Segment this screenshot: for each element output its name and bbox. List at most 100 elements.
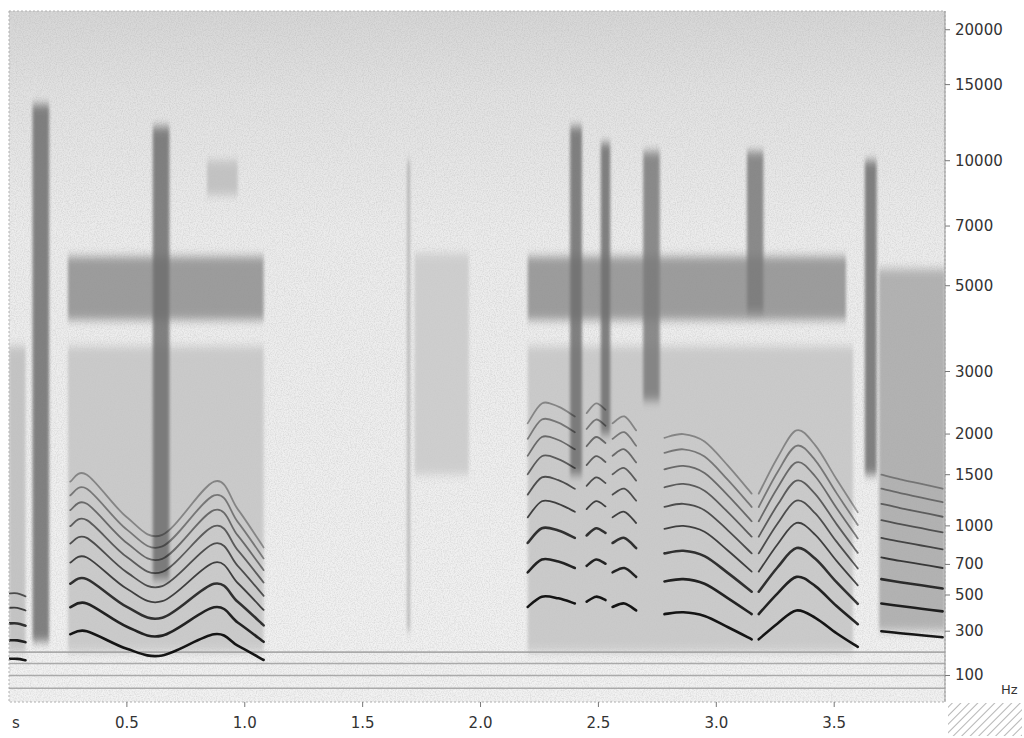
noise-burst: [865, 161, 877, 475]
noise-burst: [747, 152, 764, 312]
harmonic-track: [587, 528, 606, 535]
tone-line: [9, 663, 945, 665]
harmonic-track: [881, 603, 942, 611]
y-tick-label: 700: [955, 555, 984, 573]
harmonic-track: [70, 578, 263, 625]
harmonic-track: [9, 659, 26, 660]
harmonic-track: [613, 468, 637, 481]
harmonic-track: [70, 502, 263, 570]
y-tick: [945, 84, 950, 85]
noise-burst: [153, 127, 170, 579]
y-tick: [945, 631, 950, 632]
x-tick-label: 2.0: [469, 714, 493, 732]
y-tick: [945, 29, 950, 30]
y-tick: [945, 675, 950, 676]
noise-burst: [207, 161, 238, 195]
y-tick-label: 100: [955, 666, 984, 684]
harmonic-track: [613, 538, 637, 548]
x-tick-label: 1.5: [351, 714, 375, 732]
harmonic-track: [587, 403, 606, 413]
harmonic-track: [528, 596, 575, 607]
noise-burst: [601, 143, 610, 434]
y-axis-line: [945, 11, 946, 702]
harmonic-track: [613, 489, 637, 501]
harmonic-track: [759, 610, 858, 647]
tone-line: [9, 651, 945, 653]
y-tick-label: 10000: [955, 152, 1003, 170]
harmonic-track: [70, 473, 263, 547]
y-tick: [945, 564, 950, 565]
y-tick: [945, 226, 950, 227]
harmonic-track: [759, 462, 858, 538]
harmonic-track: [881, 538, 942, 549]
harmonic-track: [70, 519, 263, 583]
harmonic-track: [528, 559, 575, 572]
harmonic-track: [881, 475, 942, 489]
harmonic-track: [587, 419, 606, 428]
x-axis-label: s: [12, 714, 20, 732]
harmonic-track: [587, 597, 606, 602]
harmonic-track: [70, 487, 263, 558]
harmonic-track: [613, 416, 637, 430]
noise-burst: [415, 254, 469, 475]
plot-marks: [9, 105, 945, 689]
y-tick: [945, 285, 950, 286]
harmonic-track: [70, 603, 263, 642]
harmonic-track: [613, 603, 637, 610]
y-tick: [945, 434, 950, 435]
y-tick: [945, 595, 950, 596]
harmonic-track: [587, 477, 606, 485]
page: {"chart_data": { "type": "spectrogram", …: [0, 0, 1024, 738]
y-tick-label: 1500: [955, 466, 993, 484]
noise-burst: [33, 105, 50, 642]
y-tick: [945, 160, 950, 161]
x-tick-label: 3.5: [822, 714, 846, 732]
harmonic-track: [9, 608, 26, 611]
harmonic-track: [528, 455, 575, 474]
harmonic-track: [587, 501, 606, 509]
y-tick-label: 500: [955, 586, 984, 604]
plot-background: [9, 11, 945, 702]
harmonic-track: [587, 456, 606, 465]
harmonic-track: [587, 437, 606, 446]
harmonic-track: [9, 623, 26, 625]
harmonic-track: [613, 449, 637, 462]
harmonic-track: [528, 436, 575, 456]
x-tick-label: 3.0: [704, 714, 728, 732]
harmonic-track: [881, 520, 942, 532]
harmonic-track: [881, 504, 942, 517]
noise-burst: [407, 161, 409, 631]
harmonic-track: [528, 419, 575, 439]
harmonic-track: [664, 466, 751, 521]
harmonic-track: [528, 528, 575, 543]
harmonic-track: [881, 489, 942, 503]
harmonic-track: [881, 631, 942, 637]
harmonic-track: [664, 504, 751, 554]
harmonic-track: [613, 568, 637, 577]
y-tick-label: 2000: [955, 425, 993, 443]
tone-line: [9, 675, 945, 677]
y-tick-label: 1000: [955, 517, 993, 535]
harmonic-track: [759, 430, 858, 512]
harmonic-track: [759, 548, 858, 604]
noise-burst: [9, 346, 26, 652]
noise-burst: [879, 269, 945, 631]
harmonic-track: [528, 500, 575, 517]
background-noise: [9, 11, 945, 702]
x-tick: [598, 702, 599, 707]
harmonic-track: [759, 446, 858, 525]
x-tick: [834, 702, 835, 707]
harmonic-track: [587, 559, 606, 565]
harmonic-track: [664, 612, 751, 639]
plot-frame: [9, 11, 945, 702]
y-tick-label: 300: [955, 622, 984, 640]
corner-hatch: [948, 703, 1022, 736]
harmonic-track: [613, 432, 637, 446]
y-tick-label: 15000: [955, 76, 1003, 94]
x-tick: [716, 702, 717, 707]
y-tick-label: 7000: [955, 217, 993, 235]
x-tick-label: 1.0: [233, 714, 257, 732]
noise-burst: [570, 127, 582, 475]
x-tick: [362, 702, 363, 707]
x-tick: [126, 702, 127, 707]
